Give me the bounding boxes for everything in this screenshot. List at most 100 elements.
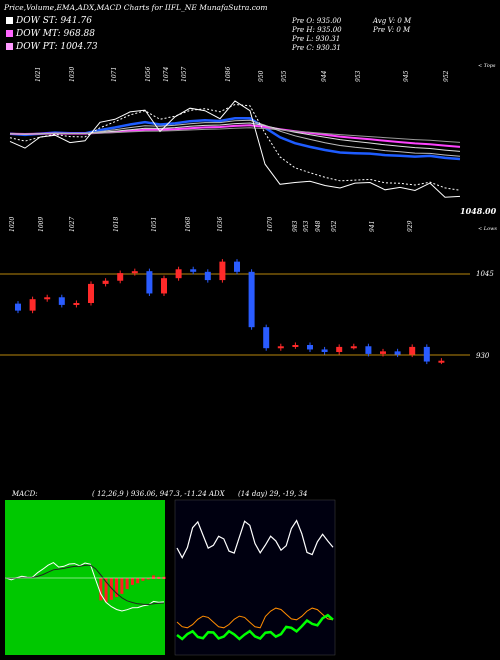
candle-body xyxy=(146,271,153,294)
candle-body xyxy=(321,349,328,352)
candle-body xyxy=(350,346,357,349)
adx-label: ADX xyxy=(209,490,225,498)
bottom-price-label: 983 xyxy=(292,220,299,232)
chart-title: Price,Volume,EMA,ADX,MACD Charts for IIF… xyxy=(4,3,268,12)
candle-body xyxy=(248,271,255,328)
ema-line-4 xyxy=(9,119,461,157)
candle-body xyxy=(58,297,65,305)
candle-body xyxy=(336,346,343,352)
candle-body xyxy=(88,283,94,303)
bottom-price-label: 952 xyxy=(331,220,338,232)
legend-dow-st: DOW ST: 941.76 xyxy=(6,16,92,26)
price-line xyxy=(9,100,461,198)
top-price-label: 1074 xyxy=(163,67,170,82)
top-price-label: 952 xyxy=(443,70,450,82)
bottom-price-label: 1051 xyxy=(151,217,158,232)
price-signal-line xyxy=(9,103,461,191)
candle-body xyxy=(29,299,36,311)
ohlc-pre-close: Pre C: 930.31 xyxy=(292,44,341,52)
macd-histogram-bar xyxy=(125,578,129,590)
level-label-high: 1045 xyxy=(476,270,494,278)
macd-histogram-bar xyxy=(146,578,150,580)
candle-body xyxy=(438,360,445,363)
top-price-label: 944 xyxy=(321,70,328,82)
ohlc-avg-volume: Avg V: 0 M xyxy=(373,17,412,25)
legend-swatch-st xyxy=(6,17,13,24)
adx-background xyxy=(174,499,336,656)
bottom-price-label: 1070 xyxy=(267,217,274,232)
macd-histogram-bar xyxy=(130,578,134,585)
top-price-label: 1086 xyxy=(225,67,232,82)
candle-body xyxy=(131,271,138,274)
candle-body xyxy=(365,346,372,354)
candle-body xyxy=(263,327,270,349)
candle-body xyxy=(15,303,21,311)
top-price-label: 1056 xyxy=(145,67,152,82)
macd-histogram-bar xyxy=(104,578,108,603)
candle-body xyxy=(190,269,197,272)
macd-histogram-bar xyxy=(109,578,113,600)
bottom-price-label: 948 xyxy=(315,220,322,232)
adx-plus-di-line xyxy=(176,519,334,559)
ohlc-pre-high: Pre H: 935.00 xyxy=(292,26,342,34)
level-label-low: 930 xyxy=(476,352,490,360)
candle-body xyxy=(292,345,299,347)
candle-body xyxy=(204,271,211,281)
legend-label-mt: DOW MT: 968.88 xyxy=(16,29,95,39)
top-price-label: 1071 xyxy=(111,67,118,82)
ohlc-pre-low: Pre L: 930.31 xyxy=(292,35,341,43)
macd-histogram-bar xyxy=(99,578,103,601)
top-price-labels: 1021 1030 1071 1056 1074 1057 1086 950 955 944 953… xyxy=(35,67,450,82)
adx-values: (14 day) 29, -19, 34 xyxy=(238,490,308,498)
top-price-label: 1057 xyxy=(181,67,188,82)
top-price-label: 1030 xyxy=(69,67,76,82)
candle-body xyxy=(423,346,430,362)
top-price-label: 955 xyxy=(281,70,288,82)
ohlc-pre-volume: Pre V: 0 M xyxy=(373,26,411,34)
candle-body xyxy=(219,261,226,281)
macd-histogram-bar xyxy=(115,578,119,598)
candle-body xyxy=(394,351,401,355)
candle-body xyxy=(234,261,240,272)
candle-body xyxy=(277,346,284,349)
lows-axis-label: < Lows xyxy=(478,226,497,232)
top-price-label: 950 xyxy=(258,70,265,82)
bottom-price-label: 1068 xyxy=(185,217,192,232)
legend-swatch-pt xyxy=(6,43,13,50)
tops-axis-label: < Tops xyxy=(478,63,496,69)
bottom-price-label: 941 xyxy=(369,221,376,232)
adx-line xyxy=(176,607,334,629)
bottom-price-label: 1027 xyxy=(69,217,76,232)
legend-dow-pt: DOW PT: 1004.73 xyxy=(6,42,98,52)
ema-line-3 xyxy=(9,127,461,143)
last-price-label: 1048.00 xyxy=(460,206,497,216)
bottom-price-label: 1009 xyxy=(38,217,45,232)
ohlc-pre-open: Pre O: 935.00 xyxy=(292,17,342,25)
legend-label-pt: DOW PT: 1004.73 xyxy=(16,42,98,52)
adx-minus-di-line xyxy=(176,613,334,641)
legend-dow-mt: DOW MT: 968.88 xyxy=(6,29,95,39)
macd-histogram-bar xyxy=(141,578,145,581)
macd-panel xyxy=(5,500,166,655)
candle-body xyxy=(161,278,167,294)
bottom-price-label: 1036 xyxy=(217,217,224,232)
candle-body xyxy=(117,273,124,281)
candle-body xyxy=(175,269,182,279)
candle-body xyxy=(409,346,416,355)
macd-label: MACD: xyxy=(12,490,38,498)
top-price-label: 945 xyxy=(403,70,410,82)
macd-histogram-bar xyxy=(136,578,140,584)
bottom-price-label: 953 xyxy=(303,220,310,232)
bottom-price-label: 1020 xyxy=(9,217,16,232)
bottom-price-label: 1018 xyxy=(113,217,120,232)
candle-body xyxy=(307,345,313,350)
macd-values: ( 12,26,9 ) 936.06, 947.3, -11.24 xyxy=(92,490,207,498)
candlestick-panel xyxy=(0,259,470,365)
macd-histogram-bar xyxy=(151,575,155,579)
legend-label-st: DOW ST: 941.76 xyxy=(16,16,92,26)
ema-line-0 xyxy=(9,117,461,161)
top-price-label: 1021 xyxy=(35,67,42,82)
candle-body xyxy=(380,351,386,354)
bottom-price-labels: 1020 1009 1027 1018 1051 1068 1036 1070 983 953 94… xyxy=(9,217,414,232)
